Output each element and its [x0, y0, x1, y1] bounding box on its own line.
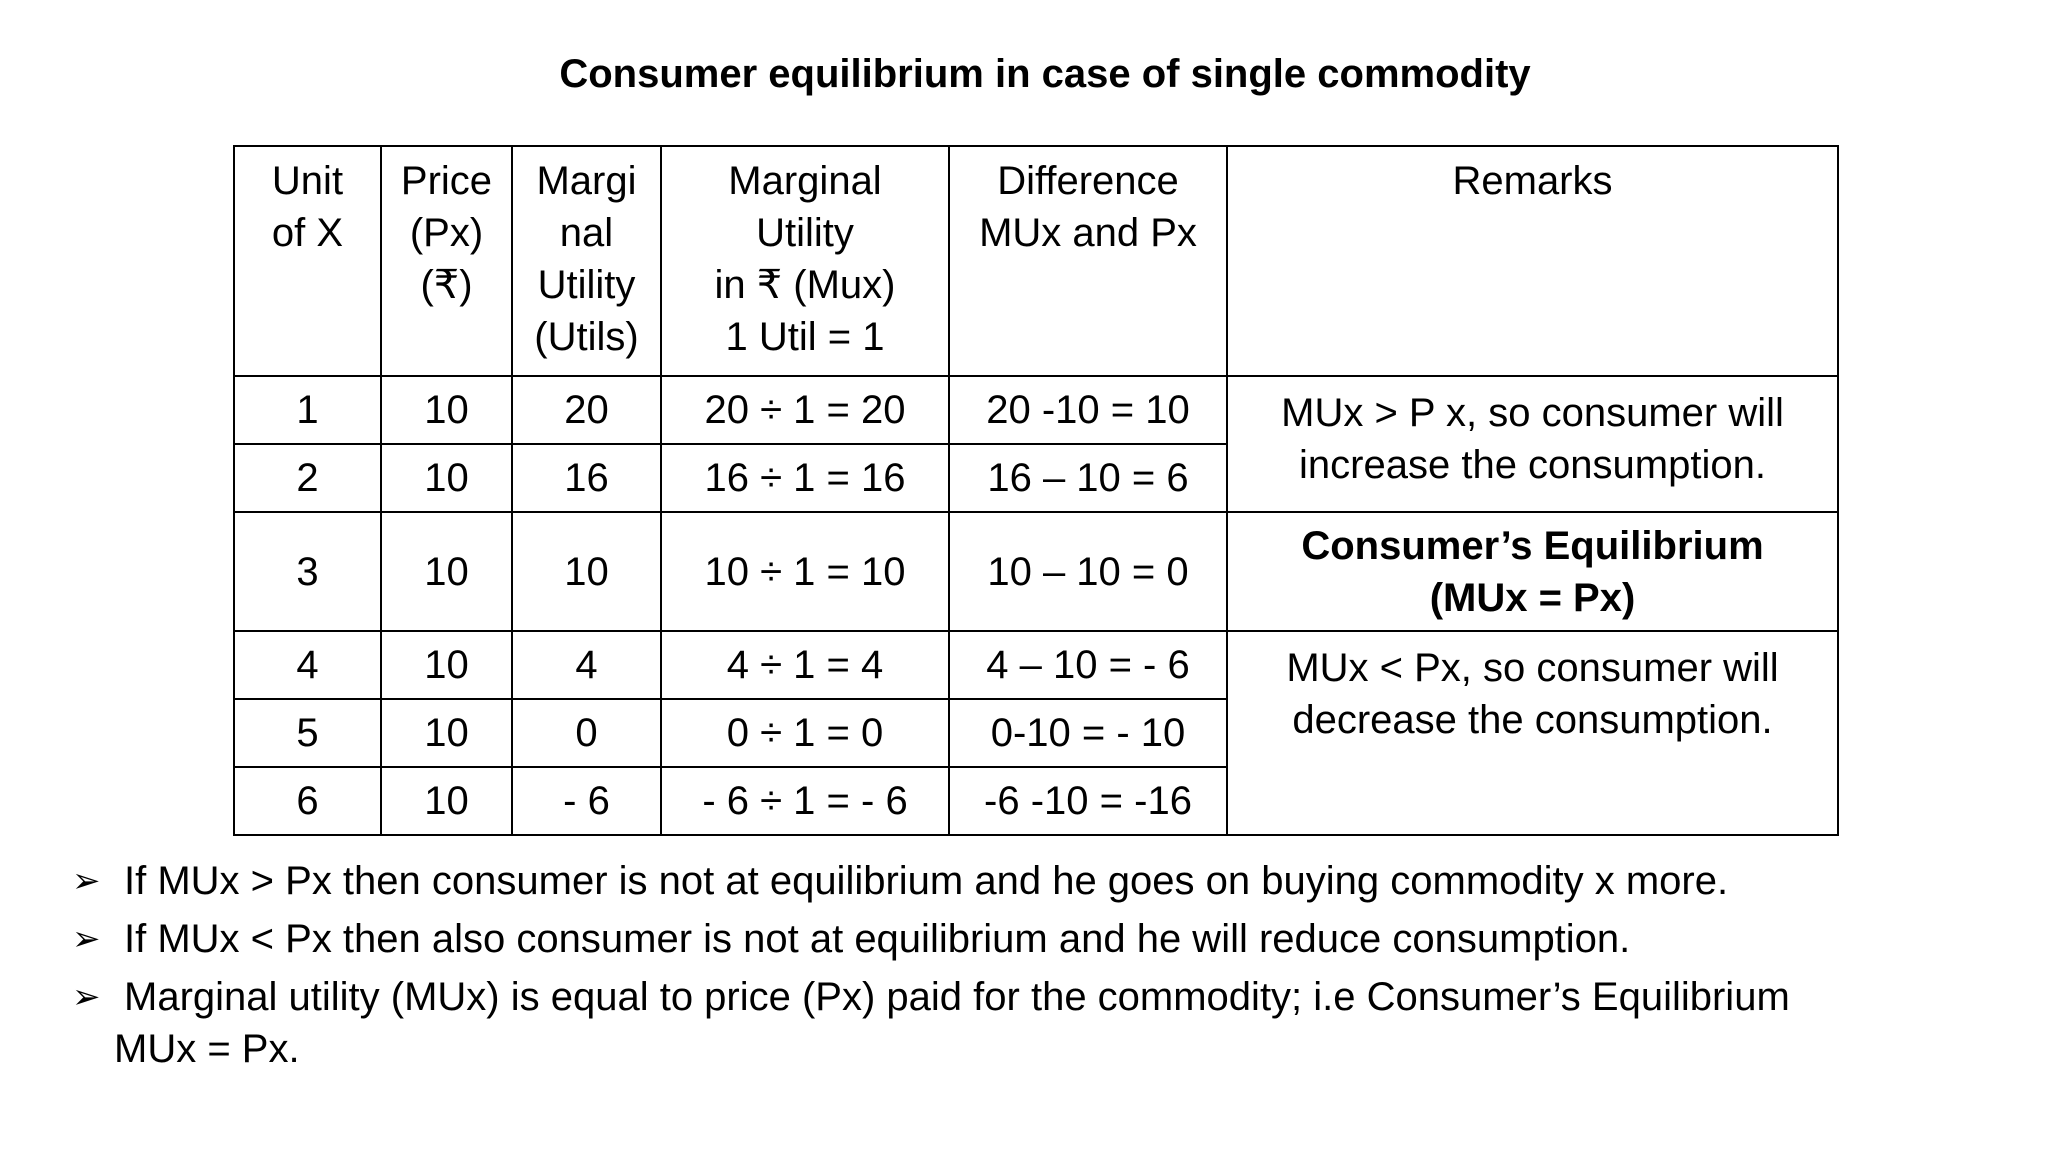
- equilibrium-table: Unit of X Price (Px) (₹) Margi nal Utili…: [233, 145, 1839, 836]
- table-cell-marginal-utility: - 6: [511, 766, 662, 836]
- table-cell-price: 10: [380, 630, 513, 700]
- header-unit-of-x: Unit of X: [233, 145, 382, 377]
- table-cell-marginal-utility: 16: [511, 443, 662, 513]
- table-cell-difference: 0-10 = - 10: [948, 698, 1228, 768]
- table-row: 5 10 0 0 ÷ 1 = 0 0-10 = - 10: [233, 698, 1838, 768]
- table-cell-marginal-utility: 0: [511, 698, 662, 768]
- header-price: Price (Px) (₹): [380, 145, 513, 377]
- table-cell-marginal-utility: 4: [511, 630, 662, 700]
- table-cell-price: 10: [380, 375, 513, 445]
- arrowhead-bullet-icon: ➢: [72, 978, 101, 1016]
- table-header-row: Unit of X Price (Px) (₹) Margi nal Utili…: [233, 145, 1839, 377]
- remark-decrease-consumption: MUx < Px, so consumer will decrease the …: [1226, 630, 1839, 836]
- table-cell-mu-rupees: 20 ÷ 1 = 20: [660, 375, 950, 445]
- table-cell-difference: 20 -10 = 10: [948, 375, 1228, 445]
- table-cell-mu-rupees: 10 ÷ 1 = 10: [660, 511, 950, 632]
- table-cell-mu-rupees: 16 ÷ 1 = 16: [660, 443, 950, 513]
- remark-increase-consumption: MUx > P x, so consumer will increase the…: [1226, 375, 1839, 513]
- table-cell-price: 10: [380, 766, 513, 836]
- table-cell-unit: 2: [233, 443, 382, 513]
- bullet-text: If MUx < Px then also consumer is not at…: [124, 917, 1631, 961]
- table-cell-unit: 4: [233, 630, 382, 700]
- bullet-list: ➢ If MUx > Px then consumer is not at eq…: [72, 855, 2032, 1081]
- header-marginal-utility: Margi nal Utility (Utils): [511, 145, 662, 377]
- table-cell-unit: 3: [233, 511, 382, 632]
- table-cell-unit: 1: [233, 375, 382, 445]
- remark-consumer-equilibrium: Consumer’s Equilibrium (MUx = Px): [1226, 511, 1839, 632]
- list-item: ➢ If MUx > Px then consumer is not at eq…: [72, 855, 2032, 907]
- page-title: Consumer equilibrium in case of single c…: [559, 52, 1531, 96]
- list-item: ➢ Marginal utility (MUx) is equal to pri…: [72, 971, 2032, 1075]
- table-cell-mu-rupees: 0 ÷ 1 = 0: [660, 698, 950, 768]
- table-row: 2 10 16 16 ÷ 1 = 16 16 – 10 = 6: [233, 443, 1838, 513]
- table-cell-difference: 4 – 10 = - 6: [948, 630, 1228, 700]
- table-cell-difference: 10 – 10 = 0: [948, 511, 1228, 632]
- table-cell-mu-rupees: 4 ÷ 1 = 4: [660, 630, 950, 700]
- table-cell-difference: -6 -10 = -16: [948, 766, 1228, 836]
- header-marginal-utility-in-rupees: Marginal Utility in ₹ (Mux) 1 Util = 1: [660, 145, 950, 377]
- table-row: 3 10 10 10 ÷ 1 = 10 10 – 10 = 0 Consumer…: [233, 511, 1839, 632]
- table-cell-mu-rupees: - 6 ÷ 1 = - 6: [660, 766, 950, 836]
- arrowhead-bullet-icon: ➢: [72, 862, 101, 900]
- bullet-text: Marginal utility (MUx) is equal to price…: [114, 975, 1790, 1071]
- table-cell-marginal-utility: 20: [511, 375, 662, 445]
- table-cell-price: 10: [380, 511, 513, 632]
- table-cell-price: 10: [380, 443, 513, 513]
- table-cell-price: 10: [380, 698, 513, 768]
- header-remarks: Remarks: [1226, 145, 1839, 377]
- table-cell-unit: 6: [233, 766, 382, 836]
- table-cell-difference: 16 – 10 = 6: [948, 443, 1228, 513]
- bullet-text: If MUx > Px then consumer is not at equi…: [124, 859, 1729, 903]
- table-row: 1 10 20 20 ÷ 1 = 20 20 -10 = 10 MUx > P …: [233, 375, 1839, 513]
- arrowhead-bullet-icon: ➢: [72, 920, 101, 958]
- list-item: ➢ If MUx < Px then also consumer is not …: [72, 913, 2032, 965]
- table-row: 4 10 4 4 ÷ 1 = 4 4 – 10 = - 6 MUx < Px, …: [233, 630, 1839, 836]
- table-cell-unit: 5: [233, 698, 382, 768]
- header-difference: Difference MUx and Px: [948, 145, 1228, 377]
- table-cell-marginal-utility: 10: [511, 511, 662, 632]
- table-row: 6 10 - 6 - 6 ÷ 1 = - 6 -6 -10 = -16: [233, 766, 1838, 836]
